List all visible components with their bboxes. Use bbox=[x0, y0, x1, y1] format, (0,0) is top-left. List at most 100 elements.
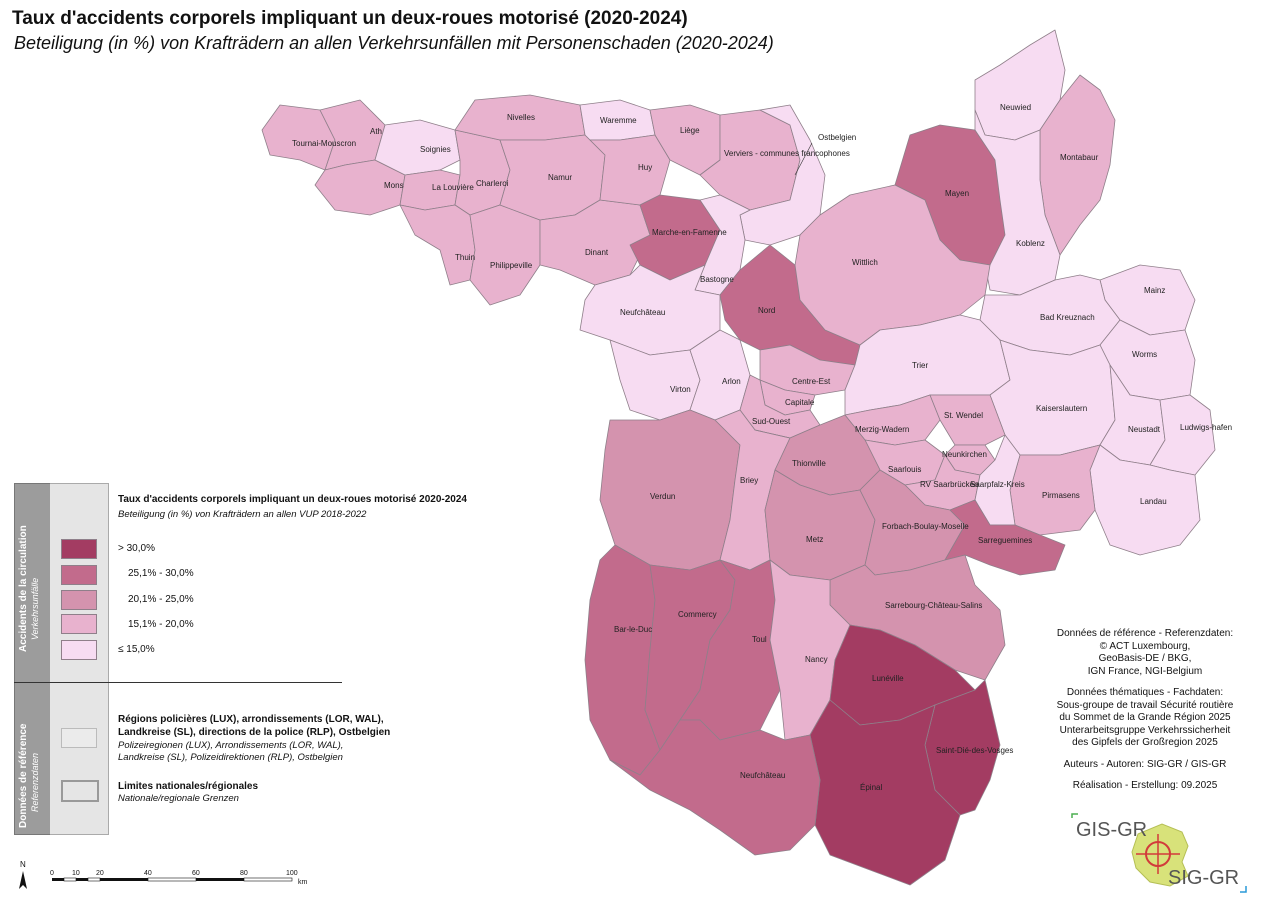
scale-bar: N 0 10 20 40 60 80 100 km bbox=[19, 860, 308, 889]
ostbelgien-leader-line bbox=[794, 142, 813, 176]
region-philippeville bbox=[469, 204, 541, 306]
label-mainz: Mainz bbox=[1144, 286, 1165, 295]
region-neufchateau-fr bbox=[609, 719, 821, 856]
label-metz: Metz bbox=[806, 535, 823, 544]
label-tournai-mouscron: Tournai-Mouscron bbox=[292, 139, 356, 148]
label-namur: Namur bbox=[548, 173, 572, 182]
label-bad-kreuznach: Bad Kreuznach bbox=[1040, 313, 1095, 322]
label-trier: Trier bbox=[912, 361, 928, 370]
label-la-louviere: La Louvière bbox=[432, 183, 474, 192]
scale-tick: 10 bbox=[72, 870, 80, 877]
label-nancy: Nancy bbox=[805, 655, 828, 664]
label-bar-le-duc: Bar-le-Duc bbox=[614, 625, 652, 634]
label-bastogne: Bastogne bbox=[700, 275, 734, 284]
legend-subtitle: Beteiligung (in %) von Krafträdern an al… bbox=[118, 509, 367, 520]
legend-title: Taux d'accidents corporels impliquant un… bbox=[118, 494, 467, 505]
label-neuwied: Neuwied bbox=[1000, 103, 1031, 112]
credits-line: des Gipfels der Großregion 2025 bbox=[1072, 737, 1218, 748]
region-soignies bbox=[374, 119, 461, 176]
legend-ref-units-line2: Landkreise (SL), directions de la police… bbox=[118, 727, 391, 738]
label-verdun: Verdun bbox=[650, 492, 675, 501]
label-nord: Nord bbox=[758, 306, 775, 315]
legend-side-label-reference-de: Referenzdaten bbox=[30, 752, 40, 812]
legend-side-label-accidents-de: Verkehrsunfälle bbox=[30, 577, 40, 640]
label-ludwigshafen: Ludwigs-hafen bbox=[1180, 423, 1232, 432]
scale-tick: 80 bbox=[240, 870, 248, 877]
legend-swatch-3 bbox=[61, 590, 97, 610]
credits-line: Sous-groupe de travail Sécurité routière bbox=[1056, 699, 1234, 711]
label-nivelles: Nivelles bbox=[507, 113, 535, 122]
label-sarreguemines: Sarreguemines bbox=[978, 536, 1032, 545]
region-pirmasens bbox=[1009, 444, 1101, 536]
label-st-wendel: St. Wendel bbox=[944, 411, 983, 420]
label-verviers: Verviers - communes francophones bbox=[724, 149, 850, 158]
scale-tick: 60 bbox=[192, 870, 200, 877]
credits-line: Données thématiques - Fachdaten: bbox=[1066, 687, 1224, 698]
label-huy: Huy bbox=[638, 163, 652, 172]
label-rv-saarbruecken: RV Saarbrücken bbox=[920, 480, 979, 489]
region-kaiserslautern bbox=[989, 339, 1116, 456]
label-sarrebourg: Sarrebourg-Château-Salins bbox=[885, 601, 982, 610]
label-centre-est: Centre-Est bbox=[792, 377, 831, 386]
label-commercy: Commercy bbox=[678, 610, 717, 619]
label-neunkirchen: Neunkirchen bbox=[942, 450, 987, 459]
region-labels: Ath Tournai-Mouscron Mons Soignies La Lo… bbox=[292, 103, 1232, 792]
legend-side-label-reference: Données de référence bbox=[18, 723, 29, 829]
credits-line: GeoBasis-DE / BKG, bbox=[1098, 653, 1192, 664]
label-koblenz: Koblenz bbox=[1016, 239, 1045, 248]
label-virton: Virton bbox=[670, 385, 691, 394]
label-saarlouis: Saarlouis bbox=[888, 465, 921, 474]
label-mons: Mons bbox=[384, 181, 404, 190]
legend-ref-borders: Limites nationales/régionales bbox=[118, 781, 259, 792]
credits-line: Réalisation - Erstellung: 09.2025 bbox=[1072, 780, 1218, 791]
label-ostbelgien: Ostbelgien bbox=[818, 133, 856, 142]
legend-ref-units-de-line2: Landkreise (SL), Polizeidirektionen (RLP… bbox=[118, 752, 343, 763]
credits-line: IGN France, NGI-Belgium bbox=[1087, 665, 1203, 677]
legend-ref-units-swatch bbox=[61, 728, 97, 748]
label-neustadt: Neustadt bbox=[1128, 425, 1161, 434]
label-kaiserslautern: Kaiserslautern bbox=[1036, 404, 1087, 413]
region-bar-le-duc bbox=[584, 544, 661, 776]
legend-ref-units-de-line1: Polizeiregionen (LUX), Arrondissements (… bbox=[118, 740, 344, 751]
legend-ref-borders-swatch bbox=[61, 780, 99, 802]
label-neufchateau-fr: Neufchâteau bbox=[740, 771, 785, 780]
label-liege: Liège bbox=[680, 126, 700, 135]
credits-line: © ACT Luxembourg, bbox=[1099, 640, 1191, 652]
legend-label-2: 25,1% - 30,0% bbox=[128, 568, 194, 579]
region-neufchateau-be bbox=[579, 264, 721, 356]
north-label: N bbox=[20, 860, 26, 869]
map-title: Taux d'accidents corporels impliquant un… bbox=[12, 8, 688, 29]
credits-line: Auteurs - Autoren: SIG-GR / GIS-GR bbox=[1063, 758, 1227, 770]
label-toul: Toul bbox=[752, 635, 767, 644]
legend-swatch-1 bbox=[61, 539, 97, 559]
region-verdun bbox=[599, 409, 741, 571]
gis-gr-logo: GIS-GR SIG-GR bbox=[1071, 813, 1247, 893]
label-landau: Landau bbox=[1140, 497, 1167, 506]
label-saarpfalz-kreis: Saarpfalz-Kreis bbox=[970, 480, 1025, 489]
legend-swatch-5 bbox=[61, 640, 97, 660]
label-neufchateau-be: Neufchâteau bbox=[620, 308, 665, 317]
credits-line: du Sommet de la Grande Région 2025 bbox=[1059, 712, 1231, 723]
label-dinant: Dinant bbox=[585, 248, 609, 257]
label-ath: Ath bbox=[370, 127, 382, 136]
scale-tick: 40 bbox=[144, 870, 152, 877]
legend-swatch-4 bbox=[61, 614, 97, 634]
scale-tick: 100 bbox=[286, 870, 298, 877]
label-epinal: Épinal bbox=[860, 783, 882, 792]
logo-text-top: GIS-GR bbox=[1076, 819, 1147, 841]
legend-label-4: 15,1% - 20,0% bbox=[128, 619, 194, 630]
label-mayen: Mayen bbox=[945, 189, 969, 198]
scale-tick: 20 bbox=[96, 870, 104, 877]
legend-swatch-2 bbox=[61, 565, 97, 585]
label-montabaur: Montabaur bbox=[1060, 153, 1099, 162]
legend-side-label-accidents: Accidents de la circulation bbox=[18, 525, 29, 652]
label-sud-ouest: Sud-Ouest bbox=[752, 417, 791, 426]
map-credits: Données de référence - Referenzdaten: © … bbox=[1030, 628, 1260, 793]
legend-separator bbox=[14, 682, 342, 683]
region-ostbelgien bbox=[739, 104, 826, 246]
north-arrow-icon bbox=[19, 871, 27, 889]
label-charleroi: Charleroi bbox=[476, 179, 509, 188]
region-thuin bbox=[399, 204, 476, 286]
label-merzig-wadern: Merzig-Wadern bbox=[855, 425, 909, 434]
label-pirmasens: Pirmasens bbox=[1042, 491, 1080, 500]
